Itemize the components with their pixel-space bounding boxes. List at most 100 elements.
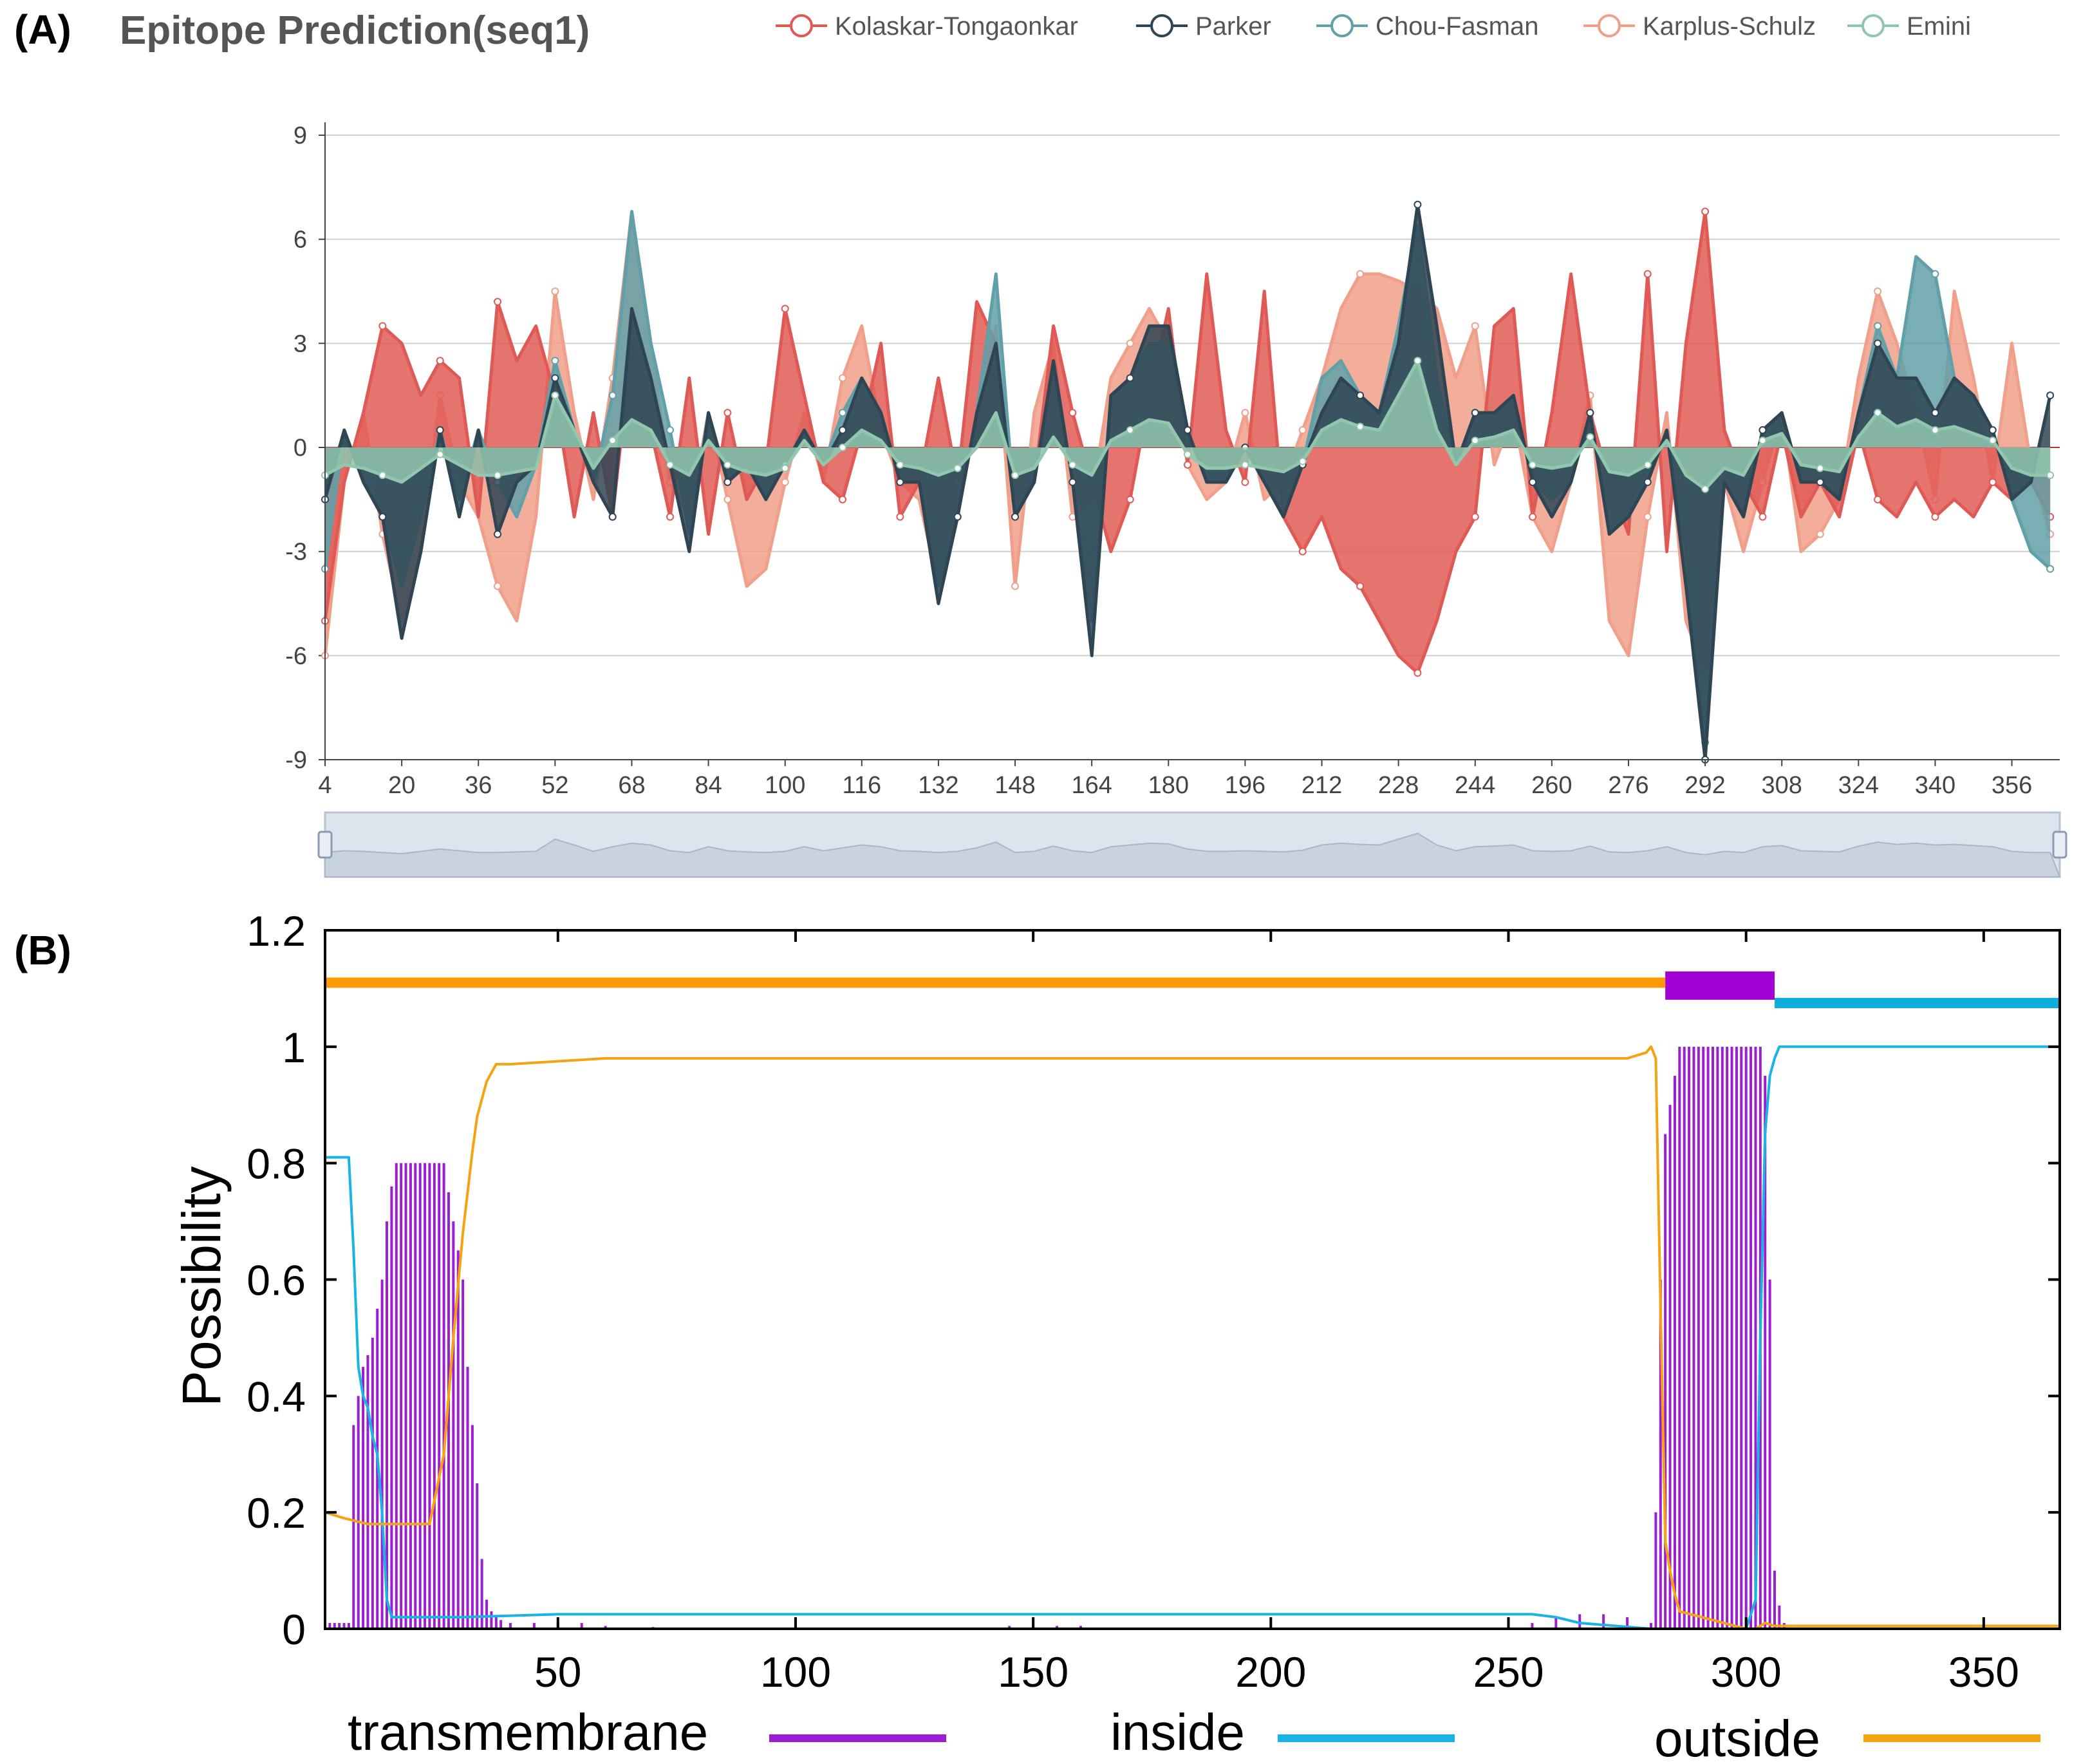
data-point-parker: [1414, 200, 1422, 209]
data-point-parker: [551, 374, 559, 382]
x-tick-label: 20: [388, 772, 415, 799]
data-point-kolaskar-tongaonkar: [1126, 495, 1134, 503]
data-point-karplus-schulz: [1471, 322, 1479, 330]
data-point-emini: [1759, 436, 1767, 445]
data-point-parker: [2046, 391, 2055, 400]
legend-label: transmembrane: [348, 1703, 708, 1761]
data-point-karplus-schulz: [723, 495, 732, 503]
chart-a-series: [321, 200, 2055, 764]
data-point-kolaskar-tongaonkar: [1529, 512, 1537, 521]
data-point-kolaskar-tongaonkar: [436, 357, 444, 365]
data-point-kolaskar-tongaonkar: [1414, 669, 1422, 677]
data-point-parker: [1356, 391, 1365, 400]
data-point-parker: [1816, 478, 1824, 486]
topology-bar-transmembrane: [1665, 971, 1775, 1000]
data-point-karplus-schulz: [1126, 339, 1134, 348]
series-area-karplus-schulz: [325, 211, 2051, 673]
topology-bar-inside: [1774, 998, 2060, 1009]
x-tick-label: 164: [1071, 772, 1112, 799]
data-point-kolaskar-tongaonkar: [781, 305, 789, 313]
legend-item-parker[interactable]: Parker: [1136, 12, 1271, 41]
legend-item-chou-fasman[interactable]: Chou-Fasman: [1316, 12, 1538, 41]
data-point-parker: [839, 426, 847, 435]
x-tick-label: 84: [695, 772, 722, 799]
data-point-emini: [608, 436, 617, 445]
x-tick-label: 200: [1235, 1648, 1306, 1696]
data-point-chou-fasman: [1874, 322, 1882, 330]
y-tick-label: 1: [282, 1024, 306, 1071]
data-point-emini: [551, 391, 559, 400]
data-point-karplus-schulz: [1011, 582, 1020, 590]
data-point-emini: [1816, 464, 1824, 473]
data-point-parker: [1184, 426, 1192, 435]
x-tick-label: 250: [1473, 1648, 1544, 1696]
data-point-karplus-schulz: [1241, 409, 1249, 417]
datazoom-handle-left[interactable]: [317, 830, 333, 859]
data-point-parker: [1988, 426, 1997, 435]
x-tick-label: 100: [765, 772, 805, 799]
chart-a-datazoom[interactable]: [317, 811, 2067, 878]
y-tick-label: 0.4: [247, 1373, 306, 1420]
x-tick-label: 4: [318, 772, 331, 799]
legend-label: Parker: [1195, 12, 1271, 41]
legend-item-karplus-schulz[interactable]: Karplus-Schulz: [1583, 12, 1816, 41]
data-point-parker: [1011, 512, 1020, 521]
data-point-karplus-schulz: [551, 287, 559, 296]
data-point-emini: [723, 460, 732, 469]
data-point-emini: [2046, 471, 2055, 480]
x-tick-label: 212: [1302, 772, 1342, 799]
legend-marker: [1598, 14, 1621, 37]
data-point-kolaskar-tongaonkar: [839, 495, 847, 503]
plot-frame: [324, 929, 2061, 1630]
legend-item-transmembrane: transmembrane: [348, 1703, 946, 1761]
legend-label: Kolaskar-Tongaonkar: [835, 12, 1078, 41]
data-point-karplus-schulz: [1816, 530, 1824, 538]
x-tick-label: 228: [1378, 772, 1419, 799]
data-point-chou-fasman: [608, 391, 617, 400]
data-point-parker: [378, 512, 387, 521]
y-tick-label: 3: [294, 330, 307, 357]
panel-a-label: (A): [14, 6, 71, 53]
data-point-parker: [1471, 409, 1479, 417]
datazoom-handle-right[interactable]: [2052, 830, 2067, 859]
data-point-parker: [1643, 478, 1652, 486]
x-tick-label: 276: [1608, 772, 1648, 799]
y-tick-label: -9: [285, 747, 307, 774]
x-tick-label: 196: [1225, 772, 1265, 799]
x-tick-label: 350: [1948, 1648, 2019, 1696]
data-point-emini: [1414, 357, 1422, 365]
data-point-emini: [781, 464, 789, 473]
x-tick-label: 116: [843, 772, 882, 799]
data-point-karplus-schulz: [1356, 270, 1365, 278]
legend-marker: [1150, 14, 1173, 37]
data-point-karplus-schulz: [839, 374, 847, 382]
legend-label: Karplus-Schulz: [1643, 12, 1816, 41]
data-point-kolaskar-tongaonkar: [1241, 478, 1249, 486]
y-tick-label: -6: [285, 643, 307, 670]
data-point-chou-fasman: [666, 426, 675, 435]
x-tick-label: 324: [1838, 772, 1879, 799]
chart-a-axis: 4 20 36 52 68 84 100 116 132 148 164 180 196 212 228 24…: [318, 122, 2060, 799]
data-point-chou-fasman: [1931, 270, 1939, 278]
data-point-emini: [1241, 460, 1249, 469]
y-tick-label: -3: [285, 539, 307, 566]
data-point-parker: [723, 478, 732, 486]
x-tick-label: 292: [1684, 772, 1725, 799]
chart-a-legend[interactable]: Kolaskar-Tongaonkar Parker Chou-Fasman Karp…: [776, 12, 1971, 41]
data-point-parker: [1586, 409, 1594, 417]
legend-item-kolaskar-tongaonkar[interactable]: Kolaskar-Tongaonkar: [776, 12, 1078, 41]
data-point-emini: [953, 464, 962, 473]
data-point-emini: [1356, 422, 1365, 431]
y-tick-label: 0: [294, 435, 307, 462]
data-point-parker: [1759, 426, 1767, 435]
data-point-parker: [1931, 409, 1939, 417]
data-point-emini: [1529, 460, 1537, 469]
x-tick-label: 180: [1148, 772, 1189, 799]
chart-b-legend: transmembrane inside outside: [348, 1703, 2040, 1764]
legend-item-emini[interactable]: Emini: [1847, 12, 1971, 41]
data-point-emini: [666, 460, 675, 469]
x-tick-label: 132: [918, 772, 958, 799]
series-line-inside: [325, 1045, 2060, 1630]
x-tick-label: 52: [541, 772, 568, 799]
data-point-emini: [1931, 426, 1939, 435]
